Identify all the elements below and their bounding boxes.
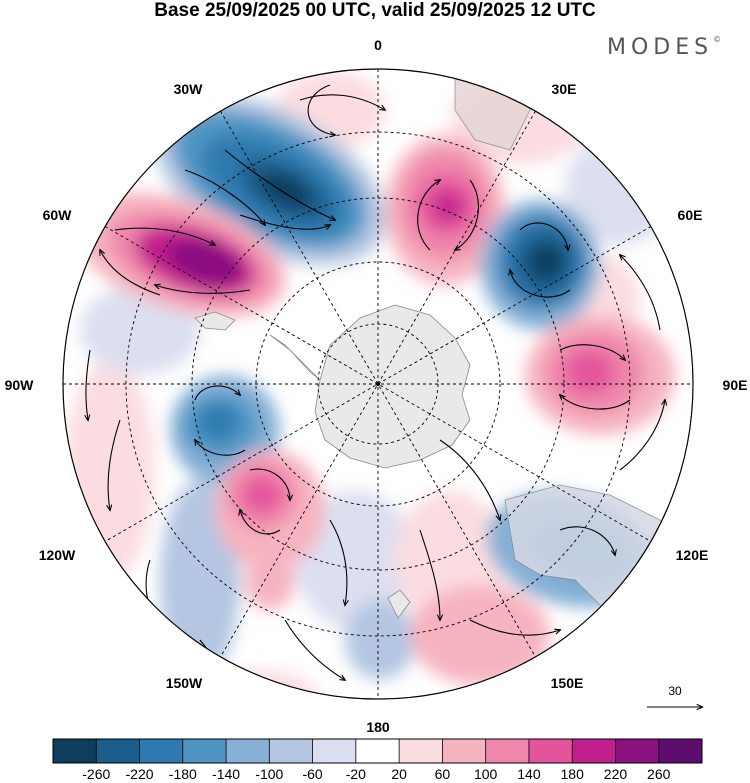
colorbar-label: -260 (82, 766, 110, 782)
map-border (62, 68, 694, 700)
colorbar-outline (52, 738, 703, 764)
colorbar: -260 -220 -180 -140 -100 -60 -20 20 60 100 140 180 2… (52, 738, 703, 782)
lon-label-150e: 150E (551, 675, 584, 691)
colorbar-swatch (96, 739, 140, 763)
colorbar-swatch (53, 739, 97, 763)
modes-logo: MODES© (607, 35, 722, 60)
reference-vector: 30 (647, 684, 702, 707)
reference-vector-label: 30 (668, 684, 682, 698)
colorbar-swatch (572, 739, 616, 763)
lon-label-30w: 30W (174, 81, 204, 97)
lon-label-180: 180 (366, 719, 390, 735)
lon-label-0: 0 (374, 37, 382, 53)
colorbar-swatch (355, 739, 400, 763)
colorbar-swatch (658, 739, 703, 763)
colorbar-label: 260 (647, 766, 671, 782)
colorbar-label: -140 (212, 766, 240, 782)
lon-label-30e: 30E (552, 81, 577, 97)
brand-text: MODES (607, 35, 714, 60)
lon-label-150w: 150W (166, 675, 203, 691)
lon-label-90w: 90W (5, 377, 35, 393)
colorbar-label: -20 (346, 766, 366, 782)
lon-label-90e: 90E (723, 377, 748, 393)
colorbar-label: 180 (561, 766, 585, 782)
lon-label-120e: 120E (676, 547, 709, 563)
colorbar-swatch (399, 739, 443, 763)
lon-label-60w: 60W (43, 207, 73, 223)
south-america (194, 311, 236, 331)
colorbar-swatch (442, 739, 486, 763)
colorbar-swatch (312, 739, 357, 763)
wind-vectors (86, 84, 665, 685)
colorbar-label: -60 (302, 766, 322, 782)
colorbar-label: 20 (391, 766, 407, 782)
colorbar-label: 60 (435, 766, 451, 782)
colorbar-swatch (226, 739, 270, 763)
colorbar-swatch (269, 739, 313, 763)
colorbar-swatch (528, 739, 573, 763)
colorbar-label: 220 (604, 766, 628, 782)
colorbar-label: -180 (169, 766, 197, 782)
colorbar-label: -220 (126, 766, 154, 782)
colorbar-label: 140 (517, 766, 541, 782)
anomaly-field (63, 69, 693, 699)
lon-label-120w: 120W (39, 547, 76, 563)
antarctica (269, 304, 471, 469)
lon-label-60e: 60E (678, 207, 703, 223)
new-zealand (387, 589, 411, 619)
colorbar-swatch (615, 739, 660, 763)
colorbar-label: -100 (255, 766, 283, 782)
colorbar-label: 100 (474, 766, 498, 782)
colorbar-swatch (139, 739, 184, 763)
colorbar-swatch (182, 739, 227, 763)
colorbar-swatch (485, 739, 530, 763)
map-title: Base 25/09/2025 00 UTC, valid 25/09/2025… (154, 0, 596, 21)
